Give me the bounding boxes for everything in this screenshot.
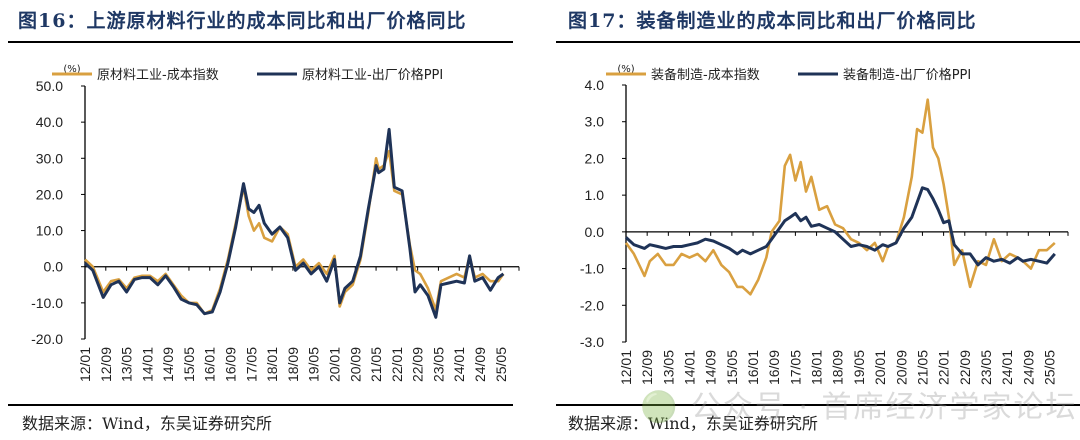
- y-tick-label: 1.0: [585, 187, 605, 203]
- y-tick-label: 50.0: [36, 78, 63, 94]
- figure-17-title: 图17：装备制造业的成本同比和出厂价格同比: [568, 10, 977, 32]
- y-tick-label: -1.0: [580, 261, 604, 277]
- x-tick-label: 22/09: [957, 350, 973, 385]
- x-tick-label: 19/05: [306, 347, 322, 382]
- series-line-cost: [624, 98, 1056, 296]
- x-tick-label: 17/05: [243, 347, 259, 382]
- series-line-ppi: [83, 127, 505, 319]
- figure-16-chart: 50.0 40.0 30.0 20.0 10.0 0.0 -10.0 -20.0 12/01 12…: [31, 64, 520, 382]
- figure-16-panel: 图16：上游原材料行业的成本同比和出厂价格同比 50.0 40.0 30.0 20.0…: [8, 10, 520, 433]
- x-tick-label: 12/09: [639, 350, 655, 385]
- x-tick-label: 23/05: [978, 350, 994, 385]
- y-tick-label: 10.0: [36, 223, 63, 239]
- x-tick-label: 13/05: [660, 350, 676, 385]
- y-tick-label: 30.0: [36, 150, 63, 166]
- y-tick-label: 20.0: [36, 186, 63, 202]
- x-tick-label: 14/01: [139, 347, 155, 382]
- y-tick-label: 0.0: [44, 259, 64, 275]
- y-tick-label: -3.0: [580, 334, 604, 350]
- x-tick-label: 22/01: [389, 347, 405, 382]
- legend-label: 原材料工业-成本指数: [97, 68, 219, 83]
- y-tick-label: -20.0: [31, 331, 63, 347]
- x-tick-label: 20/01: [326, 347, 342, 382]
- x-tick-label: 22/09: [410, 347, 426, 382]
- x-tick-label: 25/05: [493, 347, 509, 382]
- x-tick-label: 19/05: [851, 350, 867, 385]
- figure-17-chart: 4.0 3.0 2.0 1.0 0.0 -1.0 -2.0 -3.0 12/01 12/09 13/…: [580, 64, 1069, 385]
- x-tick-label: 16/01: [202, 347, 218, 382]
- x-tick-label: 12/09: [98, 347, 114, 382]
- x-tick-label: 15/05: [181, 347, 197, 382]
- x-tick-label: 24/09: [1020, 350, 1036, 385]
- x-tick-label: 16/09: [223, 347, 239, 382]
- x-tick-label: 18/09: [285, 347, 301, 382]
- source-rule: [556, 404, 1080, 406]
- legend-label: 装备制造-出厂价格PPI: [843, 67, 971, 83]
- y-tick-label: 3.0: [585, 114, 605, 130]
- x-tick-label: 18/01: [809, 350, 825, 385]
- x-tick-label: 20/01: [872, 350, 888, 385]
- y-tick-label: 40.0: [36, 114, 63, 130]
- x-tick-label: 22/01: [936, 350, 952, 385]
- x-tick-label: 12/01: [77, 347, 93, 382]
- x-tick-label: 12/01: [618, 350, 634, 385]
- title-rule: [8, 41, 513, 43]
- figure-17-panel: 图17：装备制造业的成本同比和出厂价格同比 4.0 3.0 2.0 1.0 0.0 -1.…: [540, 0, 1080, 440]
- x-tick-label: 16/01: [745, 350, 761, 385]
- legend-label: 原材料工业-出厂价格PPI: [302, 67, 443, 83]
- x-tick-label: 15/05: [724, 350, 740, 385]
- y-unit-label: (%): [617, 64, 634, 75]
- x-tick-label: 25/05: [1041, 350, 1057, 385]
- x-tick-label: 24/01: [999, 350, 1015, 385]
- legend-label: 装备制造-成本指数: [651, 67, 760, 83]
- x-tick-label: 18/09: [830, 350, 846, 385]
- y-unit-label: (%): [63, 64, 80, 75]
- y-tick-label: 0.0: [585, 224, 605, 240]
- x-tick-label: 24/09: [472, 347, 488, 382]
- x-tick-label: 14/09: [703, 350, 719, 385]
- x-tick-label: 21/05: [914, 350, 930, 385]
- figure-17-source: 数据来源：Wind，东吴证券研究所: [568, 414, 818, 433]
- y-tick-label: -2.0: [580, 297, 604, 313]
- x-tick-label: 14/01: [682, 350, 698, 385]
- figure-16-title: 图16：上游原材料行业的成本同比和出厂价格同比: [18, 10, 467, 32]
- source-rule: [8, 404, 513, 406]
- y-tick-label: 4.0: [585, 77, 605, 93]
- x-tick-label: 23/05: [430, 347, 446, 382]
- y-tick-label: 2.0: [585, 150, 605, 166]
- series-line-ppi: [624, 186, 1056, 267]
- x-tick-label: 18/01: [264, 347, 280, 382]
- figure-16-source: 数据来源：Wind，东吴证券研究所: [22, 414, 272, 433]
- x-tick-label: 16/09: [766, 350, 782, 385]
- y-tick-label: -10.0: [31, 295, 63, 311]
- x-tick-label: 13/05: [119, 347, 135, 382]
- x-tick-label: 17/05: [787, 350, 803, 385]
- x-tick-label: 14/09: [160, 347, 176, 382]
- x-tick-label: 21/05: [368, 347, 384, 382]
- x-tick-label: 24/01: [451, 347, 467, 382]
- x-tick-label: 20/09: [893, 350, 909, 385]
- x-tick-label: 20/09: [347, 347, 363, 382]
- title-rule: [556, 41, 1080, 43]
- watermark: 🟢 公众号 · 首席经济学家论坛: [640, 390, 1078, 425]
